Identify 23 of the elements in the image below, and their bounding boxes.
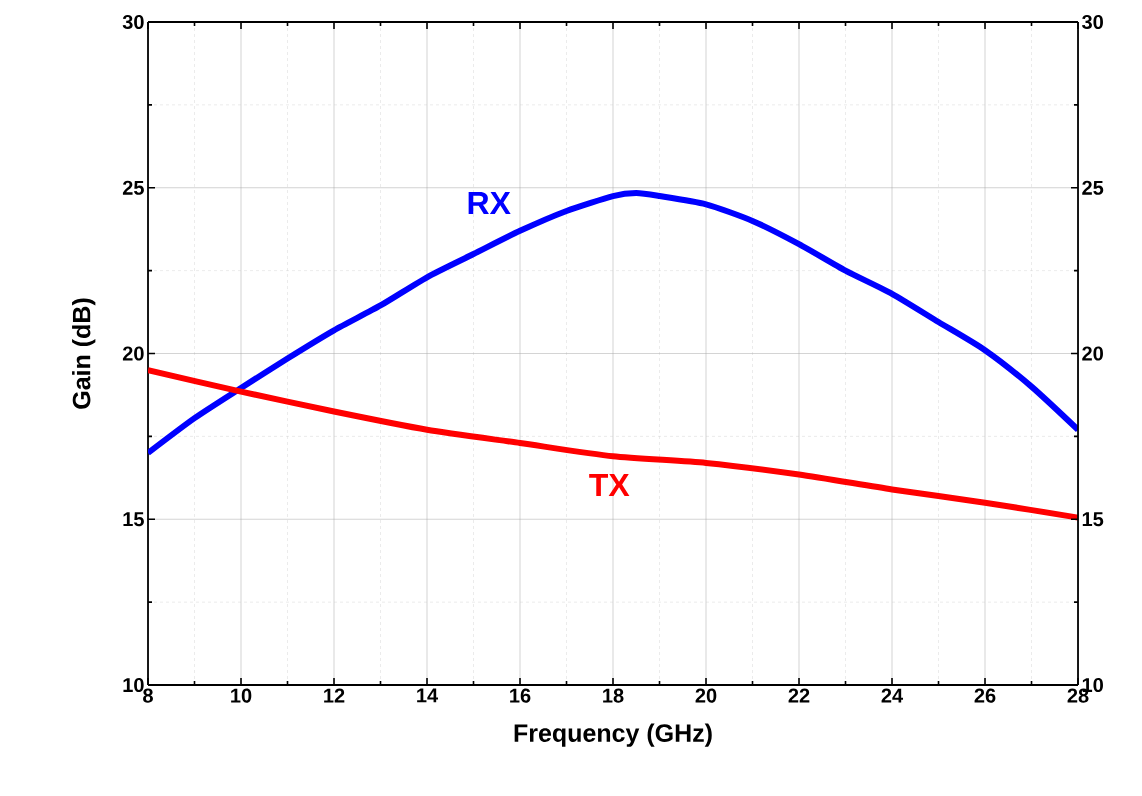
series-label: RX bbox=[468, 192, 511, 215]
y-tick-label: 25 bbox=[122, 180, 144, 195]
x-tick-label: 18 bbox=[603, 688, 624, 703]
x-tick-label: 24 bbox=[881, 688, 904, 703]
x-tick-label: 12 bbox=[324, 688, 345, 703]
x-axis-title: Frequency (GHz) bbox=[514, 723, 712, 747]
x-tick-label: 22 bbox=[788, 688, 810, 703]
y2-tick-label: 25 bbox=[1082, 180, 1104, 195]
y-axis-title: Gain (dB) bbox=[72, 298, 96, 409]
x-tick-label: 16 bbox=[510, 688, 531, 703]
x-tick-label: 8 bbox=[143, 688, 153, 703]
y-tick-label: 10 bbox=[123, 677, 144, 693]
y2-tick-label: 15 bbox=[1082, 512, 1104, 527]
series-label: TX bbox=[589, 474, 630, 497]
y2-tick-label: 30 bbox=[1082, 14, 1103, 30]
x-tick-label: 20 bbox=[695, 688, 717, 703]
x-tick-label: 26 bbox=[974, 688, 996, 703]
y-tick-label: 20 bbox=[122, 346, 144, 361]
x-tick-label: 14 bbox=[417, 688, 439, 703]
y2-tick-label: 20 bbox=[1082, 346, 1103, 361]
y-tick-label: 30 bbox=[122, 14, 144, 30]
x-tick-label: 10 bbox=[231, 688, 252, 703]
y-tick-label: 15 bbox=[123, 512, 144, 527]
